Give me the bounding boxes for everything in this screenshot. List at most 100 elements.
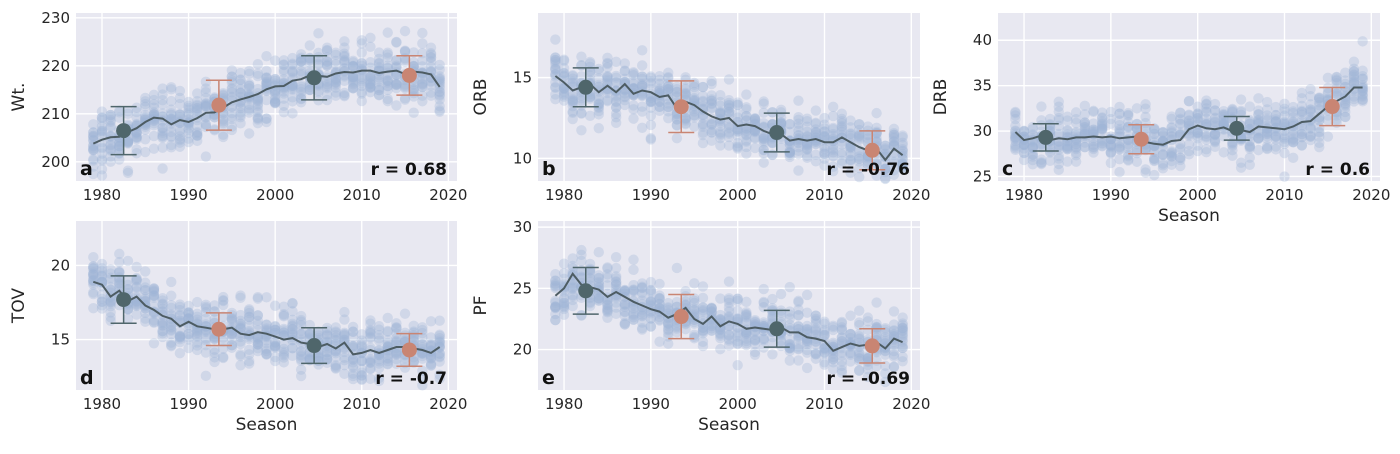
scatter-point xyxy=(697,118,709,129)
scatter-point xyxy=(261,94,272,106)
scatter-point xyxy=(339,75,350,87)
scatter-point xyxy=(749,113,761,125)
scatter-point xyxy=(140,96,151,107)
scatter-point xyxy=(749,142,761,154)
x-tick-label: 2010 xyxy=(1265,186,1303,204)
scatter-point xyxy=(610,77,622,88)
scatter-point xyxy=(339,54,350,66)
scatter-point xyxy=(122,108,134,119)
scatter-point xyxy=(218,119,229,130)
scatter-point xyxy=(114,144,125,155)
scatter-point xyxy=(567,97,578,108)
scatter-point xyxy=(741,89,752,100)
scatter-point xyxy=(550,89,561,100)
scatter-point xyxy=(339,48,350,59)
scatter-point xyxy=(741,129,752,140)
scatter-point xyxy=(183,123,194,134)
scatter-point xyxy=(610,92,622,103)
scatter-point xyxy=(295,93,307,105)
scatter-point xyxy=(391,36,402,48)
scatter-point xyxy=(636,80,648,91)
correlation-label: r = -0.69 xyxy=(827,369,910,389)
scatter-point xyxy=(663,71,674,83)
scatter-point xyxy=(706,117,717,129)
scatter-point xyxy=(723,102,735,113)
y-tick-label: 210 xyxy=(41,105,70,123)
scatter-point xyxy=(723,131,735,143)
decade-mean-marker xyxy=(306,338,322,354)
scatter-point xyxy=(663,83,674,95)
scatter-point xyxy=(261,78,272,90)
scatter-point xyxy=(148,99,160,110)
scatter-point xyxy=(576,93,587,104)
scatter-point xyxy=(819,112,830,124)
scatter-point xyxy=(313,59,324,70)
scatter-point xyxy=(715,140,726,151)
scatter-point xyxy=(261,65,272,77)
scatter-point xyxy=(356,78,367,89)
scatter-point xyxy=(226,71,238,82)
scatter-point xyxy=(321,82,333,94)
y-tick-label: 30 xyxy=(973,122,992,140)
scatter-point xyxy=(88,155,99,166)
scatter-point xyxy=(347,57,359,68)
scatter-point xyxy=(391,60,402,71)
scatter-point xyxy=(339,90,350,102)
scatter-point xyxy=(697,119,709,131)
scatter-point xyxy=(663,106,674,117)
x-tick-label: 2020 xyxy=(892,395,930,413)
scatter-point xyxy=(689,94,700,106)
scatter-point xyxy=(365,78,376,90)
scatter-point xyxy=(706,127,717,138)
scatter-point xyxy=(567,100,578,112)
scatter-point xyxy=(183,107,194,118)
scatter-point xyxy=(715,108,726,119)
scatter-point xyxy=(174,108,186,120)
scatter-point xyxy=(602,83,613,94)
scatter-point xyxy=(295,55,307,67)
decade-mean-marker xyxy=(401,67,417,83)
scatter-point xyxy=(339,87,350,99)
scatter-point xyxy=(218,129,229,140)
scatter-point xyxy=(775,288,787,300)
scatter-point xyxy=(148,108,160,120)
scatter-point xyxy=(261,72,272,84)
scatter-point xyxy=(417,81,428,93)
scatter-point xyxy=(183,109,194,120)
scatter-point xyxy=(706,119,717,130)
scatter-point xyxy=(654,101,665,113)
scatter-point xyxy=(96,164,108,175)
scatter-point xyxy=(140,146,151,158)
scatter-point xyxy=(558,63,570,74)
scatter-point xyxy=(671,114,683,125)
scatter-point xyxy=(723,109,735,120)
scatter-point xyxy=(330,82,341,93)
scatter-point xyxy=(550,81,561,93)
scatter-point xyxy=(243,80,255,91)
scatter-point xyxy=(243,107,255,118)
y-axis-label: Wt. xyxy=(9,83,29,112)
scatter-point xyxy=(697,121,709,132)
scatter-point xyxy=(636,78,648,90)
scatter-point xyxy=(269,98,281,109)
scatter-point xyxy=(619,58,631,69)
scatter-point xyxy=(689,110,700,121)
scatter-point xyxy=(408,91,419,102)
scatter-point xyxy=(166,131,177,143)
scatter-point xyxy=(593,63,604,75)
scatter-point xyxy=(793,165,804,176)
scatter-point xyxy=(689,109,700,121)
scatter-point xyxy=(434,315,445,326)
scatter-point xyxy=(1348,63,1360,74)
scatter-point xyxy=(356,80,367,92)
correlation-label: r = 0.68 xyxy=(371,160,447,180)
y-tick-label: 10 xyxy=(513,149,532,167)
scatter-point xyxy=(593,102,604,114)
scatter-point xyxy=(252,113,264,124)
scatter-point xyxy=(287,58,298,69)
scatter-point xyxy=(1010,110,1021,121)
scatter-point xyxy=(715,129,726,141)
scatter-point xyxy=(347,77,359,88)
scatter-point xyxy=(243,355,255,367)
scatter-point xyxy=(697,112,709,123)
